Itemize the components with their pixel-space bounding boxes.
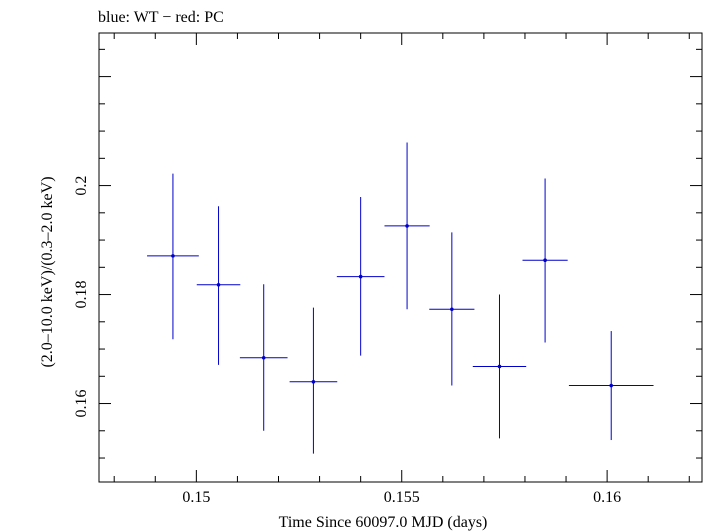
point-marker [311,379,316,384]
data-point [147,173,199,340]
data-point [522,178,568,343]
data-point [289,307,338,454]
axis-ticks [99,33,702,482]
data-point [429,232,475,386]
x-tick-label: 0.16 [593,489,621,506]
point-marker [497,364,502,369]
y-tick-label: 0.16 [73,390,90,418]
point-marker [358,274,363,279]
y-axis-label: (2.0–10.0 keV)/(0.3–2.0 keV) [39,176,56,367]
point-marker [543,258,547,263]
data-points [147,142,654,454]
y-tick-label: 0.18 [73,281,90,309]
data-point [568,331,654,441]
x-tick-label: 0.15 [182,489,210,506]
point-marker [450,307,454,312]
chart-title: blue: WT − red: PC [98,9,224,26]
point-marker [405,224,409,228]
point-marker [261,355,266,360]
data-point [384,142,430,310]
point-marker [216,282,221,287]
plot-frame [98,32,703,483]
x-tick-label: 0.155 [384,489,420,506]
data-point [239,284,288,431]
data-point [472,294,527,439]
y-tick-label: 0.2 [73,176,90,196]
point-marker [171,254,175,258]
axis-tick-labels: 0.15 0.155 0.16 0.16 0.18 0.2 [73,176,621,506]
data-point [336,197,385,356]
x-axis-label: Time Since 60097.0 MJD (days) [279,514,488,531]
data-point [196,206,241,365]
point-marker [609,383,614,388]
